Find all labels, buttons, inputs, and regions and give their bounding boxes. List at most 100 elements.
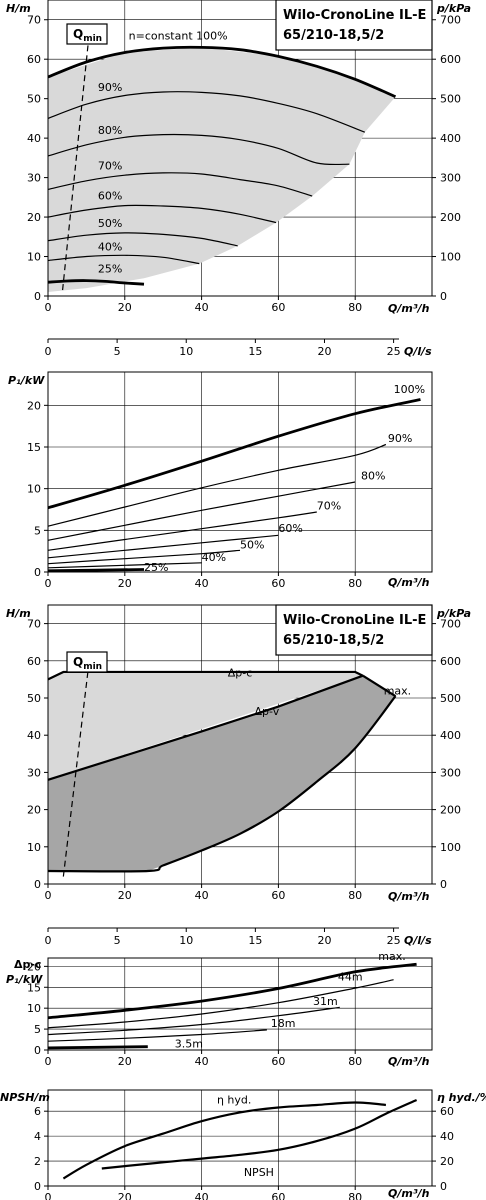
power-curve-label: 50% — [240, 539, 264, 552]
head-curve-label: 80% — [98, 124, 122, 137]
y-tick-label: 50 — [27, 692, 41, 705]
y2-tick-label: 0 — [440, 290, 447, 303]
control-mode-label: Δp-v — [255, 705, 280, 718]
x-tick-label: 80 — [348, 577, 362, 590]
x-tick-label: 0 — [45, 577, 52, 590]
head-curves-y-label: H/m — [6, 2, 31, 15]
control-mode-qmin-box: Qmin — [66, 651, 108, 673]
y-tick-label: 10 — [27, 841, 41, 854]
control-power-18m — [47, 1029, 267, 1042]
y-tick-label: 5 — [34, 1023, 41, 1036]
y-tick-label: 30 — [27, 766, 41, 779]
y2-tick-label: 300 — [440, 172, 461, 185]
head-curve-40- — [47, 254, 200, 265]
x-tick-label: 60 — [271, 1055, 285, 1068]
head-curve-label: 70% — [98, 160, 122, 173]
ls-tick-label: 10 — [179, 934, 193, 947]
x-tick-label: 80 — [348, 1191, 362, 1200]
control-power-label: 18m — [271, 1017, 296, 1030]
y2-tick-label: 700 — [440, 14, 461, 27]
y2-tick-label: 100 — [440, 251, 461, 264]
power-curve-70pct — [47, 511, 317, 551]
x-tick-label: 60 — [271, 577, 285, 590]
power-curve-50pct — [47, 549, 241, 565]
power-curve-label: 70% — [317, 500, 341, 513]
y-tick-label: 50 — [27, 93, 41, 106]
power-curve-25pct — [47, 568, 145, 573]
head-curve-50- — [47, 232, 238, 247]
power-curves-grid — [48, 372, 432, 572]
y-tick-label: 2 — [34, 1155, 41, 1168]
y2-tick-label: 300 — [440, 766, 461, 779]
head-curve-label: 50% — [98, 217, 122, 230]
x-tick-label: 0 — [45, 889, 52, 902]
control-line-max- — [362, 674, 397, 698]
control-power-ticks: 0 20 40 60 80 0 5 10 15 20 — [27, 960, 362, 1068]
head-curves-plot-frame — [47, 0, 433, 297]
npsh-x-label: Q/m³/h — [388, 1187, 430, 1200]
y-tick-label: 70 — [27, 618, 41, 631]
ls-tick-label: 20 — [317, 345, 331, 358]
x-tick-label: 20 — [118, 1191, 132, 1200]
y2-tick-label: 40 — [440, 1130, 454, 1143]
power-curve-90pct — [47, 443, 387, 527]
flow-ls-axis-bottom: Q/l/s 0 5 10 15 20 25 — [45, 927, 432, 947]
head-curves-x-label: Q/m³/h — [388, 302, 430, 315]
x-tick-label: 60 — [271, 1191, 285, 1200]
ls-tick-label: 10 — [179, 345, 193, 358]
y2-tick-label: 60 — [440, 1105, 454, 1118]
x-tick-label: 80 — [348, 1055, 362, 1068]
ls-tick-label: 0 — [45, 345, 52, 358]
npsh-y-label: NPSH/m — [0, 1091, 50, 1104]
control-power-max- — [47, 962, 417, 1020]
control-power-y-label-top: Δp-c — [14, 958, 41, 971]
x-tick-label: 20 — [118, 889, 132, 902]
head-curves-qmin-box: Qmin — [66, 23, 108, 45]
y2-tick-label: 200 — [440, 804, 461, 817]
y2-tick-label: 0 — [440, 878, 447, 891]
head-curves-title-box: Wilo-CronoLine IL-E 65/210-18,5/2 — [275, 0, 433, 51]
x-tick-label: 20 — [118, 1055, 132, 1068]
flow-ls-axis-label: Q/l/s — [404, 345, 432, 358]
title-line-1: Wilo-CronoLine IL-E — [283, 8, 426, 23]
control-title-line-1: Wilo-CronoLine IL-E — [283, 613, 426, 628]
y2-tick-label: 100 — [440, 841, 461, 854]
power-curve-label: 60% — [278, 522, 302, 535]
y2-tick-label: 400 — [440, 729, 461, 742]
y-tick-label: 15 — [27, 981, 41, 994]
control-power-plot-frame — [47, 957, 433, 1051]
flow-ls-axis-top: Q/l/s 0 5 10 15 20 25 — [45, 338, 432, 358]
head-curve-90- — [47, 91, 366, 133]
x-tick-label: 40 — [195, 1055, 209, 1068]
control-power-x-label: Q/m³/h — [388, 1055, 430, 1068]
y-tick-label: 10 — [27, 483, 41, 496]
npsh-plot-frame — [47, 1089, 433, 1187]
control-line--p-v — [47, 674, 364, 781]
x-tick-label: 40 — [195, 301, 209, 314]
control-power-label: max. — [378, 950, 405, 963]
qmin-line — [62, 668, 89, 877]
head-curve-label: 90% — [98, 81, 122, 94]
y-tick-label: 0 — [34, 1044, 41, 1057]
power-curve-80pct — [47, 481, 356, 541]
control-title-line-2: 65/210-18,5/2 — [283, 633, 384, 648]
x-tick-label: 0 — [45, 1191, 52, 1200]
y-tick-label: 40 — [27, 729, 41, 742]
power-curve-label: 25% — [144, 561, 168, 574]
y-tick-label: 5 — [34, 524, 41, 537]
y2-tick-label: 400 — [440, 132, 461, 145]
y-tick-label: 40 — [27, 132, 41, 145]
head-curve-qmin — [61, 23, 91, 291]
power-curves-marks: 100% 90% 80% 70% 60% 50% 40% 25% — [47, 383, 425, 574]
dp-c-area — [48, 671, 363, 780]
ls-tick-label: 0 — [45, 934, 52, 947]
x-tick-label: 20 — [118, 577, 132, 590]
x-tick-label: 40 — [195, 889, 209, 902]
control-power-y-label: P₁/kW — [6, 973, 43, 986]
control-line--p-c — [47, 670, 364, 681]
